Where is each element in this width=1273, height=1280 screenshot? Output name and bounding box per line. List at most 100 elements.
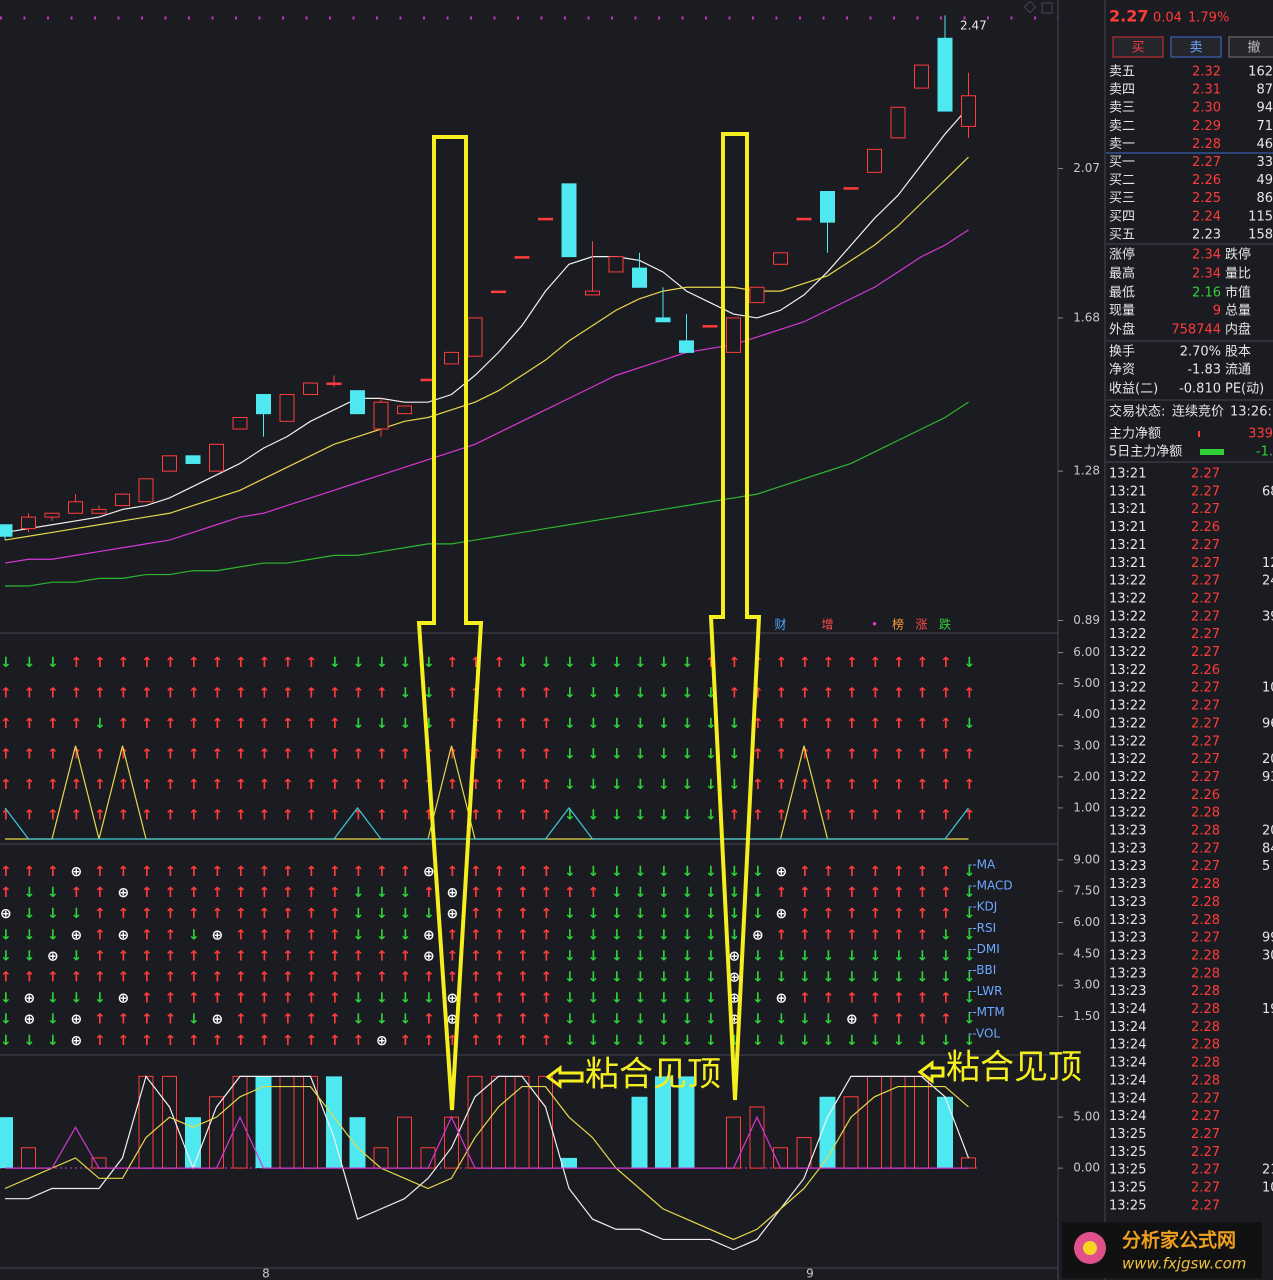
trade-price: 2.27 <box>1191 538 1220 553</box>
signal: ↑ <box>517 1033 529 1049</box>
trade-button[interactable] <box>1170 36 1222 58</box>
trade-volume: 10 <box>1262 681 1273 696</box>
signal: ↑ <box>24 716 36 732</box>
signal: ↑ <box>423 970 435 986</box>
trade-time: 13:23 <box>1109 948 1146 963</box>
signal: ↓ <box>964 864 976 880</box>
signal: ↓ <box>964 927 976 943</box>
signal: ↑ <box>306 991 318 1007</box>
signal: ↑ <box>964 686 976 702</box>
signal-row: ↓ ⊕ ↓ ↓ ↓ ⊕ ↑ ↑ ↑ ↑ ↑ ↑ ↑ ↑ ↑ ↓ ↓ ↓ ↓ ⊕ ↑ ↑ ↑ ↑ ↓ ↓ ↓ ↓ ↓ ↓ ↓ ⊕ ↓ ⊕ ↑ ↑ ↑ ↑ ↑ ↑… <box>0 991 975 1007</box>
signal: ↑ <box>353 1033 365 1049</box>
signal: ↑ <box>282 970 294 986</box>
signal: ↓ <box>564 948 576 964</box>
signal: ↑ <box>306 885 318 901</box>
signal: ↑ <box>47 747 59 763</box>
signal: ↑ <box>212 906 224 922</box>
signal: ↓ <box>964 1012 976 1028</box>
signal: ↑ <box>165 970 177 986</box>
signal: ⊕ <box>71 1033 83 1049</box>
signal: ↑ <box>353 948 365 964</box>
signal: ↑ <box>470 927 482 943</box>
signal: ↓ <box>964 906 976 922</box>
signal: ↑ <box>235 970 247 986</box>
trade-button[interactable] <box>1228 36 1273 58</box>
indicator-label: --KDJ <box>968 900 997 914</box>
icon[interactable] <box>1023 0 1037 14</box>
signal: ↓ <box>682 1033 694 1049</box>
signal: ↓ <box>705 991 717 1007</box>
trade-volume: 99 <box>1262 931 1273 946</box>
signal: ↓ <box>682 991 694 1007</box>
signal: ↑ <box>470 655 482 671</box>
signal: ↑ <box>917 906 929 922</box>
signal: ↑ <box>729 808 741 824</box>
candle-body <box>773 252 788 265</box>
flow-value: -1. <box>1256 445 1273 460</box>
signal: ↓ <box>423 686 435 702</box>
stat-label: 总量 <box>1225 304 1251 319</box>
trade-volume: 84 <box>1262 841 1273 856</box>
signal: ↑ <box>517 991 529 1007</box>
signal: ↓ <box>658 948 670 964</box>
event-marker: 跌 <box>939 617 951 632</box>
signal: ↓ <box>353 1012 365 1028</box>
candle-body <box>444 351 459 365</box>
trade-time: 13:23 <box>1109 877 1146 892</box>
signal: ↑ <box>400 948 412 964</box>
signal: ↑ <box>517 777 529 793</box>
signal: ↑ <box>141 777 153 793</box>
signal: ↑ <box>329 716 341 732</box>
signal: ↓ <box>964 970 976 986</box>
signal: ↓ <box>682 747 694 763</box>
signal: ↓ <box>752 991 764 1007</box>
trade-button[interactable] <box>1112 36 1164 58</box>
signal: ↓ <box>964 716 976 732</box>
candle-body <box>303 382 318 396</box>
signal: ↓ <box>682 948 694 964</box>
signal: ↑ <box>470 1012 482 1028</box>
signal: ↓ <box>611 1033 623 1049</box>
signal: ↓ <box>752 970 764 986</box>
trade-button-label[interactable]: 卖 <box>1189 41 1202 56</box>
stat-label: 内盘 <box>1225 322 1251 338</box>
signal: ↑ <box>494 948 506 964</box>
trade-price: 2.27 <box>1191 574 1220 589</box>
signal: ↑ <box>494 1033 506 1049</box>
candle-body <box>256 394 271 415</box>
signal: ↑ <box>282 777 294 793</box>
trade-button-label[interactable]: 撤 <box>1247 40 1260 56</box>
icon[interactable] <box>1041 2 1053 14</box>
signal: ↑ <box>517 948 529 964</box>
signal: ↑ <box>24 747 36 763</box>
signal: ↓ <box>893 1033 905 1049</box>
signal: ↑ <box>188 970 200 986</box>
signal: ↑ <box>823 927 835 943</box>
signal: ↓ <box>705 808 717 824</box>
signal: ↑ <box>917 864 929 880</box>
signal: ↓ <box>376 1012 388 1028</box>
signal: ↑ <box>71 885 83 901</box>
signal: ↑ <box>212 991 224 1007</box>
signal: ↓ <box>588 948 600 964</box>
candle-body <box>397 405 412 415</box>
signal: ↑ <box>259 906 271 922</box>
signal: ⊕ <box>729 948 741 964</box>
candle-body <box>937 37 953 112</box>
signal: ↓ <box>47 1012 59 1028</box>
red-bar <box>21 1147 36 1169</box>
trade-button-label[interactable]: 买 <box>1131 41 1144 56</box>
signal: ↑ <box>212 655 224 671</box>
signal: ↑ <box>541 991 553 1007</box>
signal: ↑ <box>470 1033 482 1049</box>
signal: ↓ <box>611 686 623 702</box>
signal: ↓ <box>658 808 670 824</box>
signal: ↑ <box>0 777 12 793</box>
trade-time: 13:23 <box>1109 895 1146 910</box>
y-tick-label: 0.00 <box>1073 1161 1100 1175</box>
trade-time: 13:22 <box>1109 609 1146 624</box>
signal: ↑ <box>799 686 811 702</box>
book-volume: 158 <box>1248 227 1273 242</box>
signal: ↑ <box>353 864 365 880</box>
